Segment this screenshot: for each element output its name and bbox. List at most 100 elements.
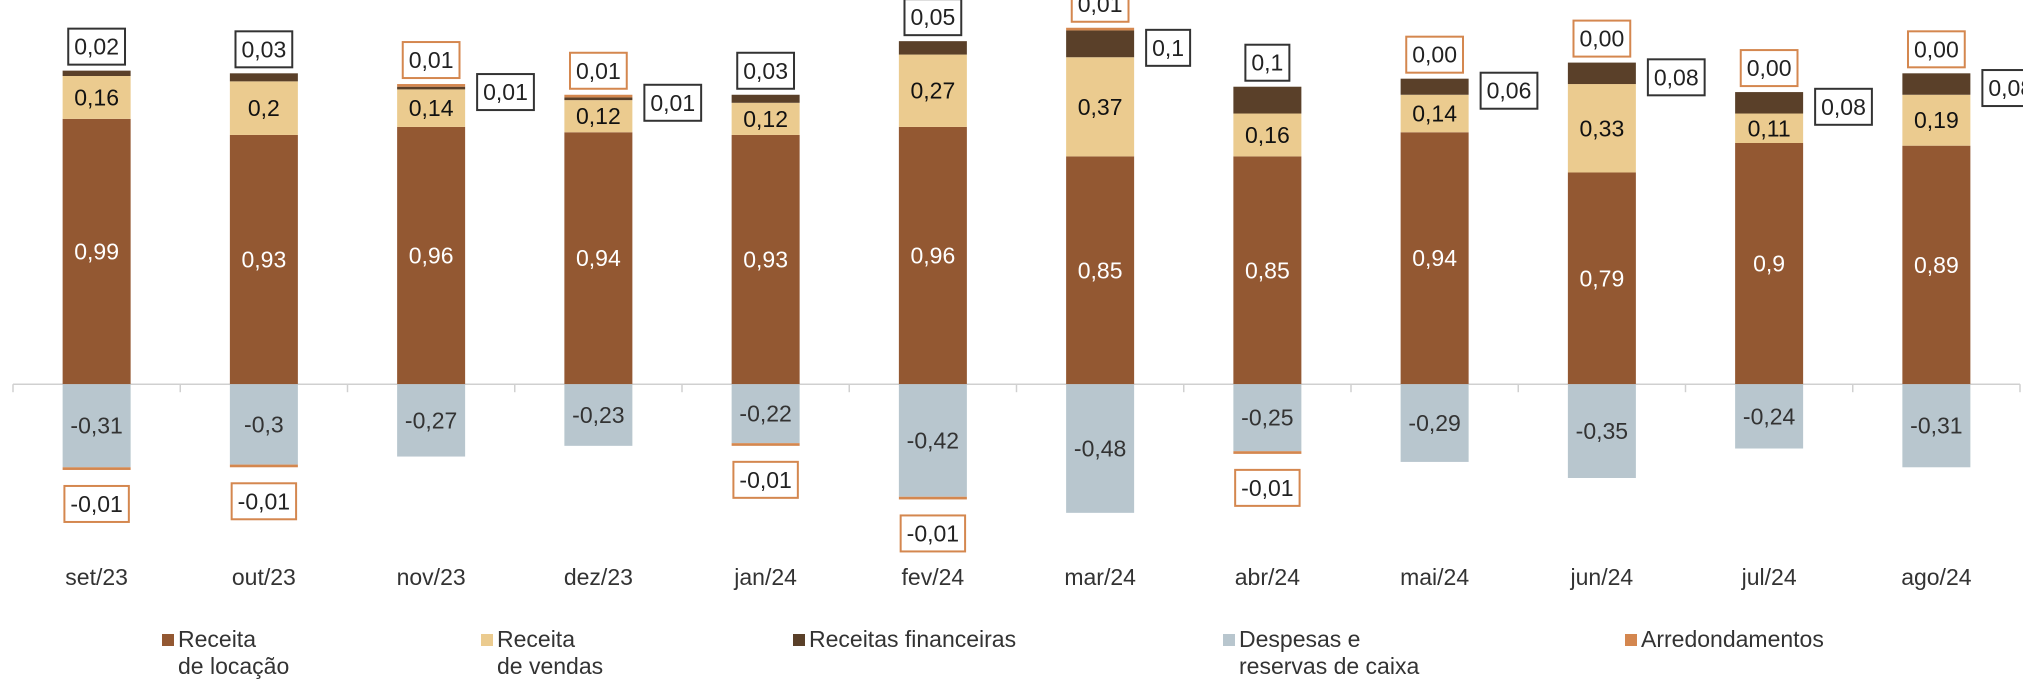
bar-segment — [229, 134, 298, 385]
label-box — [63, 484, 130, 523]
data-label: 0,08 — [1821, 94, 1866, 120]
data-label: 0,00 — [1579, 26, 1624, 52]
data-label: 0,19 — [1914, 107, 1959, 133]
bar-segment — [1233, 86, 1302, 114]
data-label: -0,25 — [1241, 405, 1293, 431]
label-box — [1244, 43, 1291, 82]
data-label: -0,48 — [1074, 436, 1126, 462]
data-label: 0,00 — [1914, 36, 1959, 62]
label-box — [67, 27, 127, 66]
data-label: -0,22 — [739, 401, 791, 427]
bar-segment — [1400, 94, 1469, 133]
bar-segment — [229, 384, 298, 465]
x-tick-label: jun/24 — [1570, 564, 1634, 590]
bar-segment — [1233, 113, 1302, 157]
legend-swatch — [1625, 634, 1637, 646]
bar-segment — [1902, 384, 1971, 468]
bar-segment — [731, 94, 800, 103]
data-label: 0,01 — [576, 58, 621, 84]
data-label: 0,06 — [1487, 78, 1532, 104]
bar-segment — [62, 70, 131, 76]
label-box — [476, 73, 535, 112]
bar-segment — [397, 84, 466, 87]
bar-segment — [1066, 384, 1135, 513]
label-box — [643, 83, 703, 122]
legend-item: Receita de vendas — [481, 626, 603, 680]
bar-segment — [1567, 84, 1636, 173]
bar-segment — [1066, 30, 1135, 58]
bar-segment — [62, 76, 131, 119]
bar-segment — [1567, 172, 1636, 385]
legend-label: Receitas financeiras — [809, 626, 1017, 652]
data-label: 0,02 — [74, 34, 119, 60]
bar-segment — [1066, 156, 1135, 385]
data-label: 0,2 — [248, 95, 280, 121]
bar-segment — [1567, 62, 1636, 85]
label-box — [1145, 28, 1192, 67]
data-label: 0,01 — [409, 47, 454, 73]
label-box — [1906, 30, 1966, 69]
data-label: -0,24 — [1743, 403, 1796, 429]
x-tick-label: abr/24 — [1235, 564, 1300, 590]
label-box — [1814, 87, 1873, 126]
data-label: -0,01 — [1241, 475, 1293, 501]
data-label: -0,29 — [1408, 410, 1460, 436]
data-label: 0,96 — [409, 243, 454, 269]
data-label: 0,12 — [743, 106, 788, 132]
label-box — [732, 460, 799, 499]
data-label: -0,35 — [1576, 418, 1628, 444]
bar-segment — [1400, 78, 1469, 95]
x-tick-label: nov/23 — [397, 564, 466, 590]
bar-segment — [564, 94, 633, 98]
x-tick-label: ago/24 — [1901, 564, 1972, 590]
legend-item: Arredondamentos — [1625, 626, 1824, 653]
data-label: 0,85 — [1245, 257, 1290, 283]
bar-segment — [731, 443, 800, 446]
data-label: -0,01 — [70, 491, 122, 517]
legend-swatch — [1223, 634, 1235, 646]
bar-segment — [229, 81, 298, 135]
bar-segment — [1735, 92, 1804, 114]
bar-segment — [731, 384, 800, 444]
bar-segment — [564, 100, 633, 133]
bar-segment — [1902, 145, 1971, 385]
bar-segment — [898, 384, 967, 497]
data-label: -0,31 — [1910, 413, 1962, 439]
bar-segment — [1066, 27, 1135, 31]
x-tick-label: out/23 — [232, 564, 296, 590]
legend-label: Receita de vendas — [497, 626, 604, 679]
label-box — [1405, 35, 1465, 74]
bar-segment — [1400, 132, 1469, 385]
legend-swatch — [793, 634, 805, 646]
data-label: 0,00 — [1747, 55, 1792, 81]
data-label: 0,03 — [743, 58, 788, 84]
data-label: 0,93 — [743, 247, 788, 273]
x-tick-label: mai/24 — [1400, 564, 1469, 590]
bar-segment — [1233, 451, 1302, 454]
data-label: 0,1 — [1152, 35, 1184, 61]
legend-swatch — [162, 634, 174, 646]
bar-segment — [1902, 94, 1971, 146]
label-box — [234, 30, 294, 69]
x-tick-label: jan/24 — [733, 564, 797, 590]
label-box — [899, 514, 967, 553]
data-label: -0,3 — [244, 411, 284, 437]
label-box — [903, 0, 963, 37]
data-label: 0,08 — [1988, 75, 2023, 101]
data-label: 0,96 — [910, 243, 955, 269]
legend-label: Despesas e reservas de caixa — [1239, 626, 1420, 679]
data-label: 0,37 — [1078, 94, 1123, 120]
x-tick-label: set/23 — [65, 564, 128, 590]
label-box — [1981, 69, 2023, 108]
data-label: -0,01 — [907, 520, 959, 546]
data-label: 0,11 — [1748, 115, 1791, 141]
label-box — [736, 51, 796, 90]
data-label: 0,93 — [241, 247, 286, 273]
bar-segment — [1735, 113, 1804, 143]
legend-item: Receitas financeiras — [793, 626, 1016, 653]
data-label: 0,08 — [1654, 64, 1699, 90]
bar-segment — [564, 384, 633, 446]
label-box — [1739, 49, 1799, 88]
bar-segment — [1735, 384, 1804, 449]
data-label: -0,01 — [739, 467, 791, 493]
